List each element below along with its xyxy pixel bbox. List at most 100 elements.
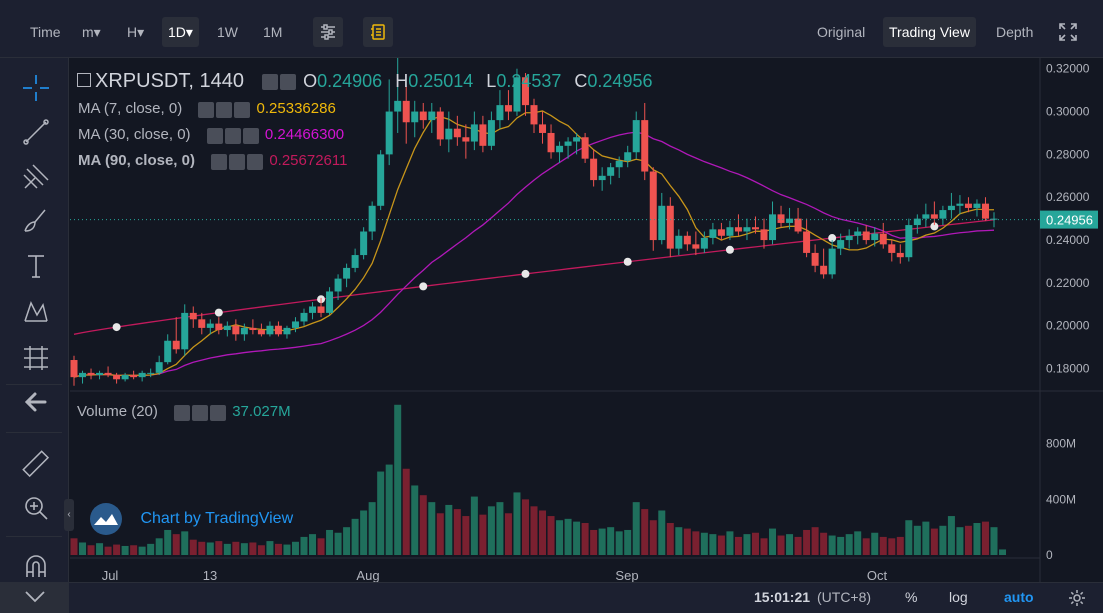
candle-body: [334, 278, 342, 292]
interval-1d[interactable]: 1D▾: [162, 17, 199, 47]
volume-eye-icon[interactable]: [174, 404, 191, 421]
indicators-settings-icon[interactable]: [313, 17, 343, 47]
fullscreen-icon[interactable]: [1058, 22, 1078, 42]
candle-body: [138, 372, 146, 378]
candle-body: [939, 210, 947, 219]
ma90-marker: [725, 245, 734, 254]
log-toggle[interactable]: log: [949, 589, 968, 605]
volume-bar: [581, 523, 589, 555]
magnet-icon[interactable]: [18, 548, 54, 584]
text-tool-icon[interactable]: [18, 248, 54, 284]
view-trading-view[interactable]: Trading View: [883, 17, 976, 47]
volume-bar: [79, 542, 87, 555]
candle-body: [581, 137, 589, 159]
ruler-icon[interactable]: [18, 446, 54, 482]
volume-bar: [155, 538, 163, 555]
candle-body: [556, 145, 564, 153]
ma30-eye-icon[interactable]: [206, 127, 223, 144]
volume-bar: [837, 536, 845, 555]
volume-tick-label: 800M: [1046, 437, 1076, 451]
ma7-settings-icon[interactable]: [216, 101, 233, 118]
ma90-eye-icon[interactable]: [211, 153, 228, 170]
candle-body: [879, 233, 887, 245]
volume-bar: [692, 531, 700, 555]
percent-toggle[interactable]: %: [905, 589, 918, 605]
expand-toolbar-button[interactable]: [0, 582, 69, 613]
candle-body: [343, 267, 351, 279]
candle-body: [786, 218, 794, 223]
ma30-close-icon[interactable]: [242, 127, 259, 144]
view-depth[interactable]: Depth: [996, 24, 1034, 40]
volume-bar: [786, 534, 794, 555]
collapse-toolbar-button[interactable]: ‹: [64, 499, 74, 531]
interval-1m[interactable]: 1M: [263, 24, 283, 40]
trend-line-icon[interactable]: [18, 114, 54, 150]
volume-bar: [871, 532, 879, 555]
ma90-close-icon[interactable]: [247, 153, 264, 170]
volume-bar: [147, 543, 155, 555]
eye-icon[interactable]: [261, 73, 278, 90]
time-tick-label: Jul: [102, 568, 119, 583]
candle-body: [453, 128, 461, 138]
volume-bar: [87, 545, 95, 555]
volume-close-icon[interactable]: [210, 404, 227, 421]
pitchfork-icon[interactable]: [18, 158, 54, 194]
interval-hours[interactable]: H▾: [127, 24, 145, 40]
candle-body: [598, 175, 606, 181]
candle-body: [930, 214, 938, 219]
ma7-close-icon[interactable]: [234, 101, 251, 118]
view-original[interactable]: Original: [817, 24, 866, 40]
candle-body: [496, 105, 504, 121]
volume-bar: [445, 504, 453, 555]
interval-1w[interactable]: 1W: [217, 24, 238, 40]
collapse-legend-icon[interactable]: [77, 72, 91, 87]
candle-body: [683, 235, 691, 245]
candle-body: [922, 214, 930, 219]
pattern-icon[interactable]: [18, 294, 54, 330]
volume-bar: [240, 543, 248, 555]
zoom-in-icon[interactable]: [18, 490, 54, 526]
candle-body: [291, 321, 299, 328]
ma90-settings-icon[interactable]: [229, 153, 246, 170]
volume-bar: [717, 535, 725, 555]
volume-bar: [811, 527, 819, 555]
status-bar: 15:01:21 (UTC+8) % log auto: [69, 582, 1103, 613]
volume-bar: [777, 535, 785, 555]
candle-body: [981, 203, 989, 219]
candle-body: [649, 171, 657, 241]
ma30-settings-icon[interactable]: [224, 127, 241, 144]
chart-settings-gear-icon[interactable]: [1068, 589, 1086, 607]
candle-body: [641, 120, 649, 172]
price-tick-label: 0.24000: [1046, 233, 1090, 247]
tradingview-watermark[interactable]: Chart by TradingView: [88, 502, 293, 536]
brush-icon[interactable]: [18, 202, 54, 238]
settings-icon[interactable]: [279, 73, 296, 90]
candle-body: [155, 362, 163, 373]
last-price-label: 0.24956: [1046, 213, 1093, 228]
volume-bar: [368, 502, 376, 555]
candle-body: [964, 203, 972, 208]
candle-body: [777, 214, 785, 223]
interval-minutes[interactable]: m▾: [82, 24, 101, 40]
volume-bar: [888, 538, 896, 555]
volume-bar: [300, 536, 308, 555]
ma7-eye-icon[interactable]: [198, 101, 215, 118]
candle-body: [521, 77, 529, 106]
chart-notes-icon[interactable]: [363, 17, 393, 47]
volume-bar: [828, 535, 836, 555]
volume-bar: [385, 464, 393, 555]
candle-body: [147, 372, 155, 374]
volume-bar: [947, 516, 955, 555]
auto-toggle[interactable]: auto: [1004, 589, 1034, 605]
crosshair-icon[interactable]: [18, 70, 54, 106]
arrow-left-icon[interactable]: [18, 384, 54, 420]
volume-bar: [326, 529, 334, 555]
volume-bar: [419, 495, 427, 555]
interval-time[interactable]: Time: [30, 24, 61, 40]
volume-settings-icon[interactable]: [192, 404, 209, 421]
prediction-icon[interactable]: [18, 340, 54, 376]
volume-bar: [845, 534, 853, 555]
timezone[interactable]: (UTC+8): [817, 589, 872, 605]
candle-body: [351, 255, 359, 268]
